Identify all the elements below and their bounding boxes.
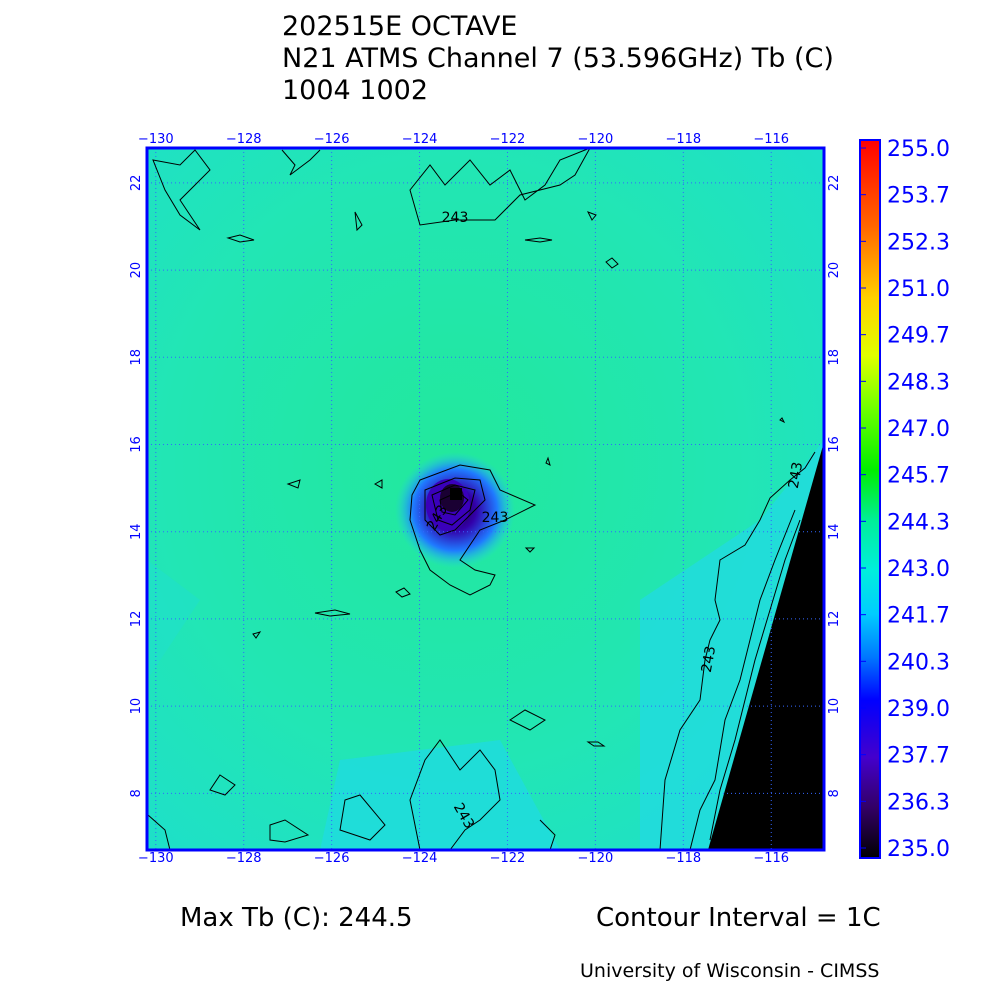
credit-label: University of Wisconsin - CIMSS	[580, 960, 880, 982]
lat-tick-label-right: 20	[827, 262, 842, 279]
lat-tick-label-left: 22	[129, 175, 144, 192]
map-frame	[145, 146, 826, 852]
colorbar-label: 249.7	[887, 324, 950, 349]
lat-tick-label-left: 18	[129, 349, 144, 366]
colorbar-label: 253.7	[887, 184, 950, 209]
axis-tick-labels: −130 −130 −128 −128 −126 −126 −124 −124 −122 −122…	[129, 132, 842, 866]
lat-tick-label-left: 12	[129, 611, 144, 628]
lat-lon-grid	[147, 148, 824, 850]
storm-core	[395, 452, 515, 568]
lat-tick-label-right: 8	[827, 789, 842, 797]
lat-tick-label-left: 16	[129, 436, 144, 453]
lat-tick-label-right: 14	[827, 523, 842, 540]
lon-tick-label-top: −130	[138, 132, 174, 147]
no-data-region	[708, 442, 824, 850]
colorbar-label: 239.0	[887, 697, 950, 722]
colorbar-label: 244.3	[887, 510, 950, 535]
lon-tick-label-bottom: −126	[314, 851, 350, 866]
lon-tick-label-top: −122	[490, 132, 526, 147]
lon-tick-label-bottom: −120	[578, 851, 614, 866]
colorbar-label: 251.0	[887, 277, 950, 302]
lon-tick-label-bottom: −124	[402, 851, 438, 866]
lat-tick-label-right: 16	[827, 436, 842, 453]
storm-title: 202515E OCTAVE	[282, 11, 518, 42]
colorbar-label: 237.7	[887, 744, 950, 769]
contour-lines	[147, 147, 816, 851]
colorbar-label: 241.7	[887, 604, 950, 629]
lat-tick-label-left: 20	[129, 262, 144, 279]
contour-label: 243	[786, 461, 806, 490]
contour-label: 243	[699, 645, 719, 674]
lon-tick-label-bottom: −128	[226, 851, 262, 866]
lon-tick-label-top: −128	[226, 132, 262, 147]
lon-tick-label-bottom: −116	[753, 851, 789, 866]
lat-tick-label-right: 12	[827, 611, 842, 628]
lon-tick-label-bottom: −122	[490, 851, 526, 866]
lat-tick-label-left: 10	[129, 698, 144, 715]
colorbar-label: 248.3	[887, 370, 950, 395]
lat-tick-label-left: 8	[129, 789, 144, 797]
colorbar-label: 252.3	[887, 230, 950, 255]
channel-title: N21 ATMS Channel 7 (53.596GHz) Tb (C)	[282, 43, 834, 74]
lat-tick-label-right: 22	[827, 175, 842, 192]
datetime-title: 1004 1002	[282, 75, 429, 106]
lat-tick-label-right: 10	[827, 698, 842, 715]
lon-tick-label-bottom: −130	[138, 851, 174, 866]
lon-tick-label-top: −126	[314, 132, 350, 147]
lon-tick-label-top: −124	[402, 132, 438, 147]
max-tb-label: Max Tb (C): 244.5	[180, 903, 413, 933]
colorbar-label: 235.0	[887, 837, 950, 862]
lon-tick-label-bottom: −118	[665, 851, 701, 866]
colorbar-label: 245.7	[887, 464, 950, 489]
contour-label: 243	[442, 210, 469, 226]
colorbar: 255.0 253.7 252.3 251.0 249.7 248.3 247.0 245.7…	[859, 137, 950, 862]
lon-tick-label-top: −118	[665, 132, 701, 147]
colorbar-label: 240.3	[887, 650, 950, 675]
lat-tick-label-left: 14	[129, 523, 144, 540]
lat-tick-label-right: 18	[827, 349, 842, 366]
lon-tick-label-top: −120	[578, 132, 614, 147]
lon-tick-label-top: −116	[753, 132, 789, 147]
colorbar-label: 247.0	[887, 417, 950, 442]
contour-interval-label: Contour Interval = 1C	[596, 903, 881, 933]
colorbar-label: 243.0	[887, 557, 950, 582]
contour-label: 243	[482, 510, 509, 526]
colorbar-label: 255.0	[887, 137, 950, 162]
colorbar-label: 236.3	[887, 790, 950, 815]
